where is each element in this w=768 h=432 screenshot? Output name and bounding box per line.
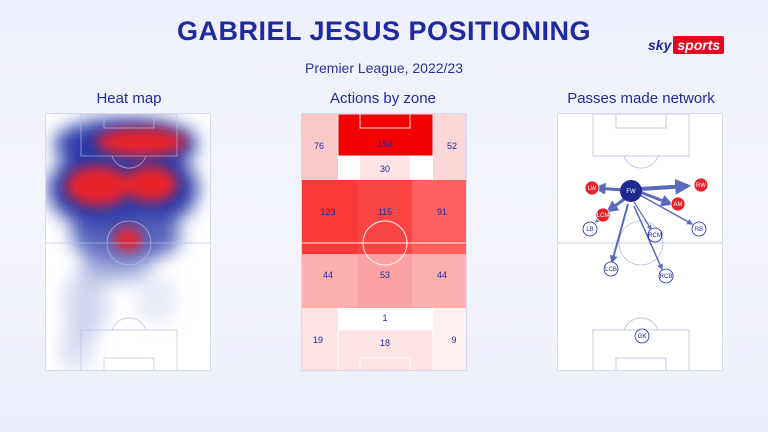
zone-44-left [302,254,358,308]
network-title: Passes made network [567,90,715,107]
heatmap-pitch [45,113,211,371]
zone-label: 30 [380,164,390,174]
pass-fw-am [639,190,674,207]
zone-label: 115 [378,207,392,217]
pass-fw-lw [593,182,624,195]
heat-red-layer [66,128,186,251]
zone-label: 19 [313,335,323,345]
zones-svg: 76 154 52 30 123 115 91 44 53 44 1 19 18… [302,114,466,370]
zone-label: 123 [320,207,335,217]
zone-44-right [412,254,466,308]
zone-label: 52 [447,141,457,151]
node-lcb: LCB [603,261,619,277]
svg-text:RCM: RCM [648,233,662,239]
pass-fw-rb [637,193,694,225]
network-pitch-lines [558,114,722,370]
heat-blue-layer [48,118,198,370]
zone-30 [360,156,410,180]
page-subtitle: Premier League, 2022/23 [305,60,463,76]
svg-text:RW: RW [696,183,706,189]
page-title: GABRIEL JESUS POSITIONING [176,16,592,46]
svg-text:RB: RB [695,227,703,233]
zones-pitch-lines [302,114,466,370]
node-rw: RW [693,177,709,193]
node-lw: LW [584,180,600,196]
svg-text:RCB: RCB [660,274,673,280]
zone-label: 9 [451,335,456,345]
zone-9 [433,308,466,370]
zone-52 [433,114,466,180]
svg-text:AM: AM [674,202,683,208]
svg-text:LCB: LCB [605,267,617,273]
zone-123 [302,180,358,254]
brand-sports: sports [673,36,725,54]
node-lb: LB [582,221,598,237]
svg-text:LW: LW [588,186,597,192]
network-svg: LW FW RW AM LCM LB RCM RB [558,114,722,370]
svg-text:LB: LB [586,227,593,233]
zone-label: 76 [314,141,324,151]
node-rb: RB [691,221,707,237]
zone-label: 44 [323,270,333,280]
node-rcm: RCM [647,227,663,243]
node-am: AM [670,196,686,212]
node-rcb: RCB [658,268,674,284]
zone-label: 44 [437,270,447,280]
zones-title: Actions by zone [330,90,436,107]
zone-53 [358,254,412,308]
zone-115 [358,180,412,254]
brand-sky: sky [648,37,672,53]
network-pitch: LW FW RW AM LCM LB RCM RB [557,113,723,371]
zone-154 [338,114,433,156]
heatmap-pitch-lines [46,114,210,370]
zones-pitch: 76 154 52 30 123 115 91 44 53 44 1 19 18… [301,113,467,371]
node-fw: FW [620,180,642,202]
heatmap-title: Heat map [96,90,162,107]
node-gk: GK [634,328,650,344]
zone-label: 91 [437,207,447,217]
zone-19 [302,308,338,370]
zone-1 [360,308,410,330]
zone-76 [302,114,338,180]
node-lcm: LCM [595,207,611,223]
heatmap-svg [46,114,210,370]
sky-sports-logo: sky sports [648,36,725,54]
zone-label: 18 [380,338,390,348]
pass-fw-lcb [609,203,629,264]
pass-fw-rcm [633,201,652,230]
zone-label: 154 [377,139,392,149]
zone-91 [412,180,466,254]
svg-text:LCM: LCM [597,213,610,219]
svg-text:FW: FW [626,189,636,195]
pass-fw-rw [639,178,692,195]
zone-18 [338,330,433,370]
pass-fw-rcb [633,205,663,271]
zone-label: 53 [380,270,390,280]
svg-text:GK: GK [638,334,647,340]
zone-label: 1 [382,313,387,323]
